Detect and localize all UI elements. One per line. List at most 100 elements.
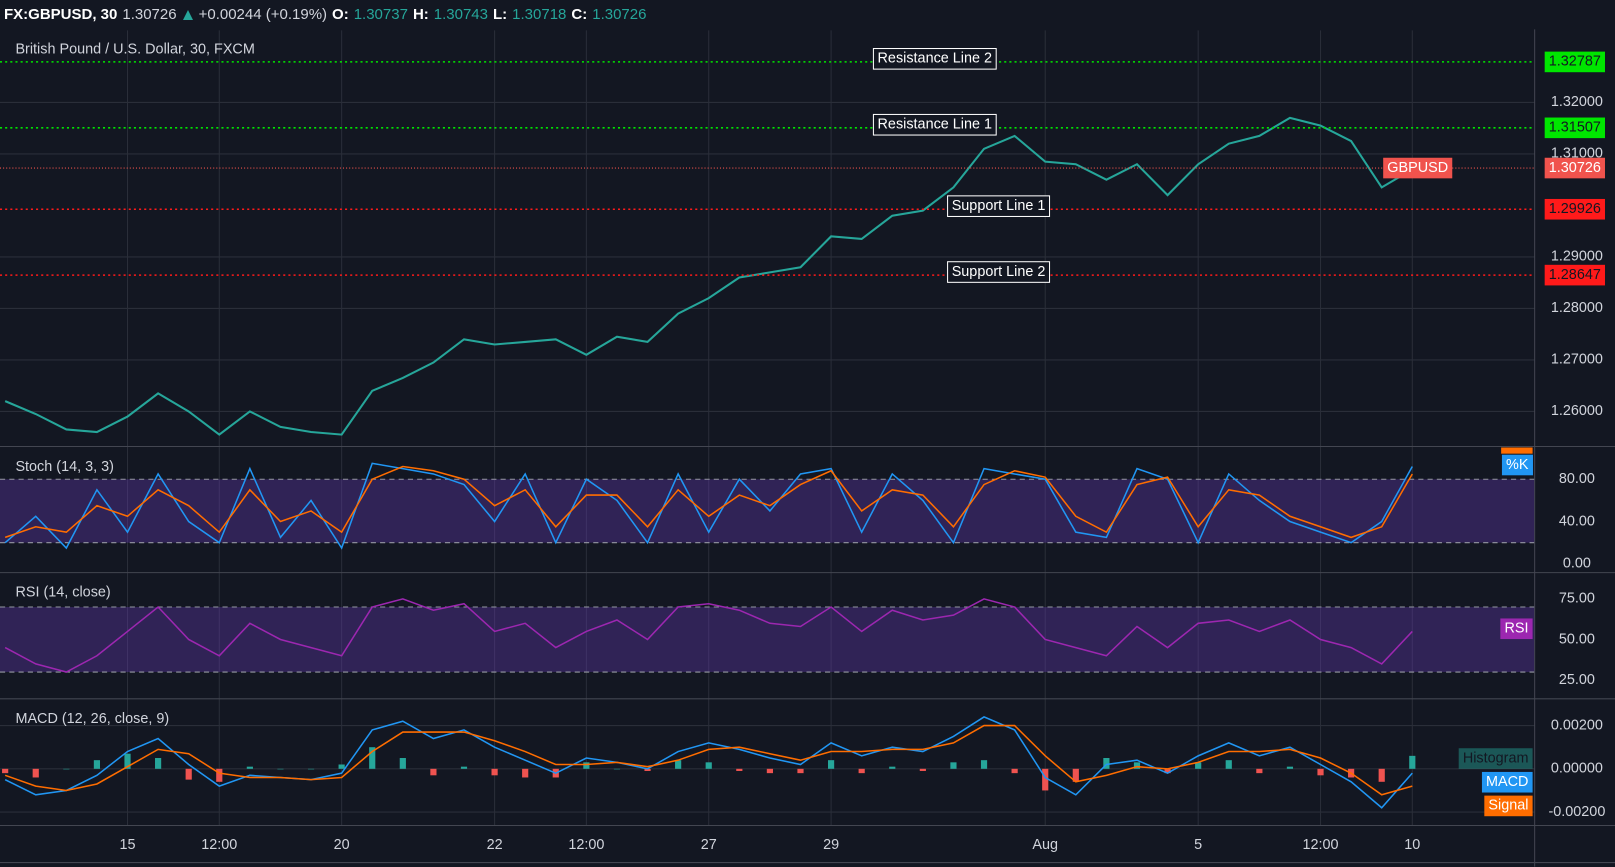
histogram-bar bbox=[827, 760, 835, 769]
ohlc-value: 1.30737 bbox=[353, 6, 408, 23]
series-line bbox=[4, 465, 1413, 539]
pane-title: RSI (14, close) bbox=[15, 585, 110, 601]
histogram-bar bbox=[491, 768, 498, 776]
level-value: 1.32787 bbox=[1544, 51, 1605, 73]
y-tick-label: 1.29000 bbox=[1551, 249, 1603, 265]
y-tick-label: 25.00 bbox=[1559, 672, 1595, 688]
x-tick-label: 10 bbox=[1404, 837, 1420, 853]
legend-item: RSI bbox=[1500, 618, 1533, 640]
legend-item-box bbox=[1481, 771, 1533, 793]
level-value-text: 1.29926 bbox=[1549, 201, 1601, 217]
histogram-bar bbox=[369, 747, 376, 769]
y-tick-label: -0.00200 bbox=[1548, 804, 1605, 820]
legend-item-text: Signal bbox=[1488, 798, 1528, 814]
pane-title: MACD (12, 26, close, 9) bbox=[15, 711, 169, 727]
y-tick-label: 1.28000 bbox=[1551, 300, 1603, 316]
level-value: 1.31507 bbox=[1544, 117, 1605, 139]
y-tick-label: 40.00 bbox=[1559, 513, 1595, 529]
legend-item-box bbox=[1484, 795, 1533, 817]
histogram-bar bbox=[399, 758, 406, 769]
legend-item: Signal bbox=[1484, 795, 1533, 817]
histogram-bar bbox=[613, 768, 621, 770]
band bbox=[0, 479, 1535, 543]
legend-item-text: RSI bbox=[1504, 621, 1528, 637]
histogram-bar bbox=[1256, 768, 1263, 774]
x-tick-label: 29 bbox=[823, 837, 839, 853]
histogram-bar bbox=[950, 762, 957, 769]
histogram-bar bbox=[1225, 760, 1232, 769]
level-label: Support Line 1 bbox=[947, 195, 1051, 217]
level-value-box bbox=[1544, 198, 1605, 220]
histogram-bar bbox=[246, 766, 253, 769]
x-tick-label: Aug bbox=[1032, 837, 1058, 853]
level-value-box bbox=[1544, 117, 1605, 139]
x-tick-label: 12:00 bbox=[201, 837, 237, 853]
y-tick-label: 0.00200 bbox=[1551, 717, 1603, 733]
histogram-bar bbox=[430, 768, 437, 776]
level-value: 1.29926 bbox=[1544, 198, 1605, 220]
level-label-text: Support Line 2 bbox=[952, 264, 1046, 280]
level-label-box bbox=[947, 195, 1051, 217]
legend-item-text: MACD bbox=[1486, 774, 1528, 790]
histogram-bar bbox=[307, 768, 315, 770]
histogram-bar bbox=[277, 768, 284, 770]
legend-item-box bbox=[1458, 748, 1533, 769]
histogram-bar bbox=[185, 768, 192, 780]
y-tick-label: 1.26000 bbox=[1551, 403, 1603, 419]
legend-item-text: Histogram bbox=[1463, 750, 1529, 766]
histogram-bar bbox=[766, 768, 773, 774]
level-label: Support Line 2 bbox=[947, 261, 1051, 283]
level-value-text: 1.32787 bbox=[1549, 54, 1601, 70]
histogram-bar bbox=[1072, 768, 1079, 782]
histogram-bar bbox=[919, 768, 926, 771]
legend-item: %D bbox=[1501, 447, 1533, 454]
x-tick-label: 22 bbox=[487, 837, 503, 853]
ohlc-value: 1.30726 bbox=[592, 6, 647, 23]
histogram-bar bbox=[63, 768, 70, 770]
series-line bbox=[4, 116, 1413, 436]
y-tick-label: 80.00 bbox=[1559, 471, 1595, 487]
chart: 15 12:00 20 22 12:00 27 29 Aug 5 12:00 10 1.26000 1.… bbox=[0, 29, 1615, 867]
histogram-bar bbox=[216, 768, 223, 782]
level-value: 1.30726 bbox=[1544, 157, 1605, 179]
histogram-bar bbox=[2, 768, 9, 774]
x-tick-label: 5 bbox=[1194, 837, 1202, 853]
histogram-bar bbox=[32, 768, 39, 778]
histogram-bar bbox=[980, 760, 988, 769]
level-label: Resistance Line 2 bbox=[872, 48, 997, 70]
legend-item-box bbox=[1501, 447, 1533, 454]
legend-item: MACD bbox=[1481, 771, 1533, 793]
histogram-bar bbox=[736, 768, 743, 771]
histogram-bar bbox=[675, 760, 682, 769]
level-value-text: 1.28647 bbox=[1549, 267, 1601, 283]
y-tick-label: 50.00 bbox=[1559, 631, 1595, 647]
change: +0.00244 (+0.19%) bbox=[198, 6, 328, 23]
level-label-text: Resistance Line 2 bbox=[878, 51, 993, 67]
histogram-bar bbox=[1164, 768, 1171, 774]
y-tick-label: 0.00 bbox=[1563, 556, 1591, 572]
level-label-box bbox=[872, 48, 997, 70]
histogram-bar bbox=[460, 766, 468, 769]
legend-item-box bbox=[1501, 454, 1533, 476]
level-label: Resistance Line 1 bbox=[872, 113, 997, 136]
legend-item: Histogram bbox=[1458, 748, 1533, 769]
x-tick-label: 27 bbox=[701, 837, 717, 853]
pane-title: British Pound / U.S. Dollar, 30, FXCM bbox=[15, 42, 254, 58]
symbol: FX:GBPUSD, 30 bbox=[4, 6, 118, 23]
legend-item-text: %K bbox=[1506, 457, 1529, 473]
marks bbox=[0, 61, 1535, 809]
level-value-box bbox=[1544, 51, 1605, 73]
level-value-box bbox=[1544, 157, 1605, 179]
histogram-bar bbox=[705, 762, 712, 769]
legend-item-box bbox=[1500, 618, 1533, 640]
histogram-bar bbox=[522, 768, 529, 778]
y-tick-label: 1.27000 bbox=[1551, 352, 1603, 368]
frame bbox=[0, 29, 1615, 867]
y-tick-label: 75.00 bbox=[1559, 591, 1595, 607]
last-price: 1.30726 bbox=[122, 6, 177, 23]
histogram-bar bbox=[889, 766, 896, 769]
histogram-bar bbox=[1378, 768, 1385, 782]
ohlc-label: C: bbox=[571, 6, 588, 23]
histogram-bar bbox=[644, 768, 651, 771]
